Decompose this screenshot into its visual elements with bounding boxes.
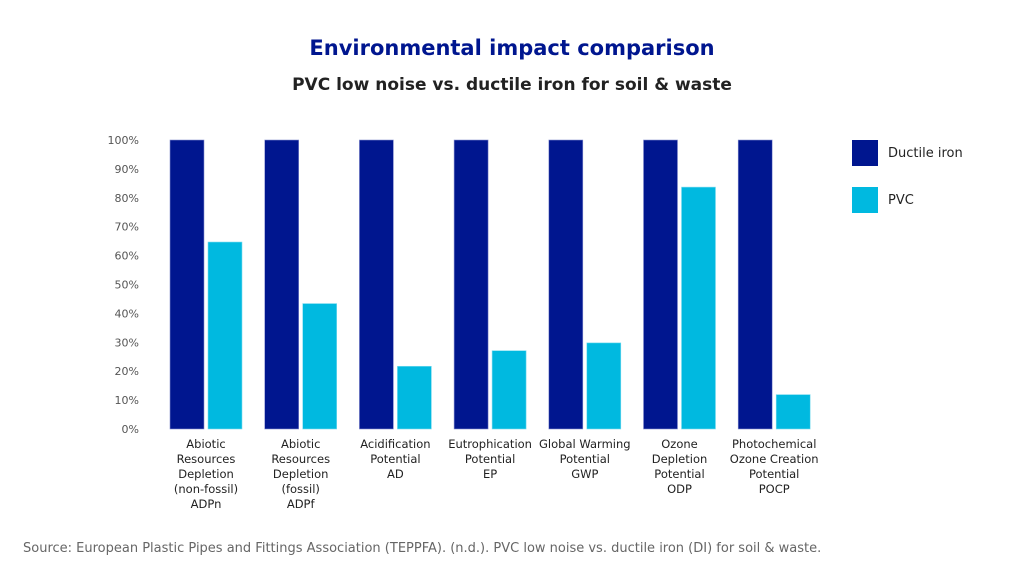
x-tick-label: Ozone: [661, 437, 698, 451]
bar-pvc: [775, 394, 811, 430]
bar-ductile-iron: [359, 139, 394, 430]
x-tick-label: Ozone Creation: [730, 452, 819, 466]
x-tick-label: Potential: [749, 467, 799, 481]
bar-pvc: [397, 365, 432, 430]
bar-pvc: [681, 186, 716, 430]
y-tick-label: 70%: [115, 221, 139, 234]
bar-ductile-iron: [264, 139, 300, 430]
x-tick-label: (fossil): [281, 482, 319, 496]
y-tick-label: 0%: [122, 423, 139, 436]
bar-ductile-iron: [643, 139, 678, 430]
bar-pvc: [302, 303, 338, 430]
x-tick-label: Depletion: [652, 452, 708, 466]
x-tick-label: Potential: [465, 452, 515, 466]
x-tick-label: Acidification: [360, 437, 430, 451]
x-tick-label: Potential: [370, 452, 420, 466]
bar-pvc: [207, 241, 243, 430]
legend-swatch-ductile-iron: [852, 140, 878, 166]
x-tick-label: ODP: [667, 482, 692, 496]
chart-title: Environmental impact comparison: [309, 36, 715, 60]
x-tick-label: ADPn: [191, 497, 222, 511]
bar-ductile-iron: [548, 139, 584, 430]
bar-pvc: [491, 350, 527, 430]
x-tick-label: Eutrophication: [448, 437, 532, 451]
x-tick-label: Depletion: [273, 467, 329, 481]
x-tick-label: Resources: [177, 452, 236, 466]
y-tick-label: 80%: [115, 192, 139, 205]
x-tick-label: (non-fossil): [174, 482, 238, 496]
x-tick-label: Abiotic: [281, 437, 320, 451]
bar-ductile-iron: [737, 139, 773, 430]
x-tick-label: EP: [483, 467, 497, 481]
x-tick-label: GWP: [571, 467, 598, 481]
y-tick-label: 10%: [115, 394, 139, 407]
y-tick-label: 20%: [115, 365, 139, 378]
x-tick-label: Resources: [271, 452, 330, 466]
x-tick-label: Photochemical: [732, 437, 816, 451]
legend-label: Ductile iron: [888, 145, 963, 161]
x-tick-label: AD: [387, 467, 404, 481]
x-tick-label: POCP: [759, 482, 790, 496]
source-note: Source: European Plastic Pipes and Fitti…: [23, 541, 822, 556]
y-tick-label: 40%: [115, 307, 139, 320]
legend-item-pvc: PVC: [852, 187, 914, 213]
legend-item-ductile-iron: Ductile iron: [852, 140, 963, 166]
y-tick-label: 30%: [115, 336, 139, 349]
bar-ductile-iron: [453, 139, 489, 430]
bar-ductile-iron: [169, 139, 205, 430]
x-tick-label: Potential: [560, 452, 610, 466]
legend-label: PVC: [888, 192, 914, 208]
x-tick-label: ADPf: [287, 497, 316, 511]
legend-swatch-pvc: [852, 187, 878, 213]
chart-subtitle: PVC low noise vs. ductile iron for soil …: [292, 75, 732, 95]
x-tick-label: Depletion: [178, 467, 234, 481]
y-tick-label: 100%: [108, 134, 139, 147]
x-tick-label: Abiotic: [186, 437, 225, 451]
y-tick-label: 60%: [115, 250, 139, 263]
bar-pvc: [586, 342, 622, 430]
x-tick-label: Global Warming: [539, 437, 631, 451]
y-tick-label: 90%: [115, 163, 139, 176]
x-tick-label: Potential: [654, 467, 704, 481]
y-tick-label: 50%: [115, 279, 139, 292]
